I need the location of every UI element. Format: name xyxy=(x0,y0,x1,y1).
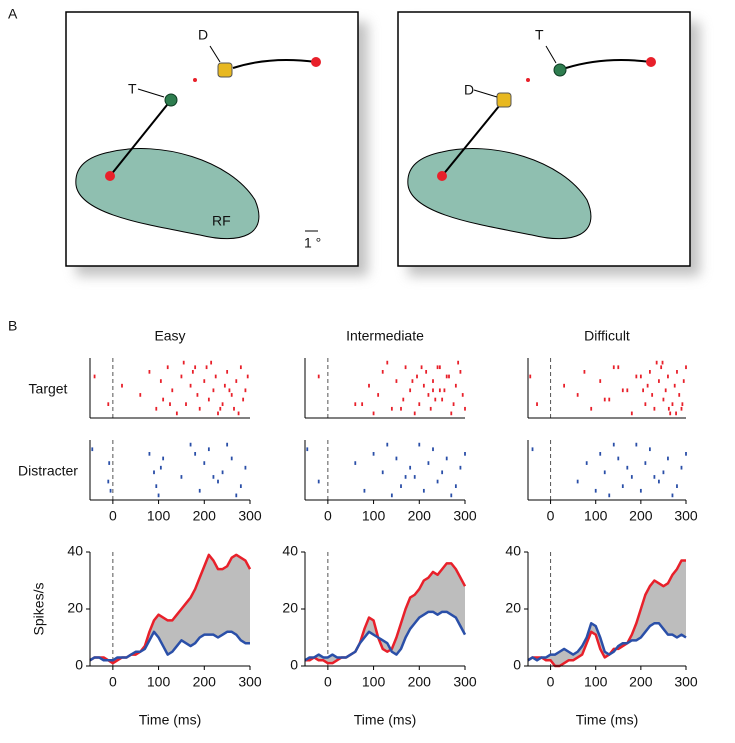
line xyxy=(89,630,250,662)
dot xyxy=(437,171,447,181)
y-tick-label: 20 xyxy=(67,600,83,616)
y-tick-label: 0 xyxy=(513,657,521,673)
x-tick-label: 100 xyxy=(362,508,386,524)
x-axis-label: Time (ms) xyxy=(576,712,638,728)
y-axis-label: Spikes/s xyxy=(31,583,47,636)
target-icon xyxy=(164,93,178,107)
saccade xyxy=(565,59,652,69)
x-tick-label: 100 xyxy=(362,674,386,690)
x-tick-label: 100 xyxy=(584,508,608,524)
dot xyxy=(105,171,115,181)
difference-area xyxy=(305,563,465,664)
line xyxy=(527,622,687,662)
dot xyxy=(646,57,656,67)
y-tick-label: 40 xyxy=(505,543,521,559)
x-tick-label: 300 xyxy=(674,674,698,690)
pointer xyxy=(473,89,498,98)
rf xyxy=(407,148,592,240)
y-tick-label: 20 xyxy=(282,600,298,616)
x-tick-label: 200 xyxy=(193,674,217,690)
fixation xyxy=(526,78,530,82)
panel-a-right: D T xyxy=(397,11,700,276)
x-tick-label: 0 xyxy=(324,674,332,690)
dot xyxy=(311,57,321,67)
x-tick-label: 200 xyxy=(629,674,653,690)
panel-label: A xyxy=(8,6,18,22)
distracter-icon xyxy=(496,92,512,108)
label: T xyxy=(128,81,137,97)
x-tick-label: 100 xyxy=(584,674,608,690)
x-axis-label: Time (ms) xyxy=(354,712,416,728)
x-tick-label: 0 xyxy=(109,674,117,690)
fixation xyxy=(193,78,197,82)
y-tick-label: 40 xyxy=(282,543,298,559)
y-tick-label: 20 xyxy=(505,600,521,616)
row-label: Distracter xyxy=(18,463,78,479)
line xyxy=(89,553,252,665)
label: T xyxy=(535,27,544,43)
difference-area xyxy=(528,560,686,666)
y-tick-label: 0 xyxy=(290,657,298,673)
x-tick-label: 300 xyxy=(238,674,262,690)
x-tick-label: 300 xyxy=(238,508,262,524)
x-axis-label: Time (ms) xyxy=(139,712,201,728)
difference-area xyxy=(90,554,250,664)
distracter-icon xyxy=(217,62,233,78)
x-tick-label: 0 xyxy=(547,674,555,690)
panel-a-left: T D RF 1 ° xyxy=(65,11,368,276)
line xyxy=(305,562,467,665)
target-icon xyxy=(553,63,567,77)
chart-title: Difficult xyxy=(584,328,630,344)
y-tick-label: 0 xyxy=(75,657,83,673)
line xyxy=(304,610,467,662)
saccade xyxy=(109,99,172,177)
x-tick-label: 100 xyxy=(147,508,171,524)
x-tick-label: 0 xyxy=(324,508,332,524)
saccade xyxy=(441,99,505,177)
x-tick-label: 200 xyxy=(629,508,653,524)
panel-label: B xyxy=(8,318,17,334)
label: D xyxy=(198,27,208,43)
row-label: Target xyxy=(29,381,68,397)
x-tick-label: 200 xyxy=(193,508,217,524)
x-tick-label: 0 xyxy=(547,508,555,524)
label: D xyxy=(464,82,474,98)
pointer xyxy=(545,45,557,64)
x-tick-label: 300 xyxy=(674,508,698,524)
x-tick-label: 200 xyxy=(408,674,432,690)
x-tick-label: 200 xyxy=(408,508,432,524)
x-tick-label: 100 xyxy=(147,674,171,690)
pointer xyxy=(209,45,221,63)
x-tick-label: 300 xyxy=(453,508,477,524)
y-tick-label: 40 xyxy=(67,543,83,559)
line xyxy=(527,559,686,668)
chart-title: Intermediate xyxy=(346,328,424,344)
scale-label: 1 ° xyxy=(304,235,321,251)
pointer xyxy=(137,88,165,98)
x-tick-label: 0 xyxy=(109,508,117,524)
x-tick-label: 300 xyxy=(453,674,477,690)
chart-title: Easy xyxy=(154,328,185,344)
label: RF xyxy=(212,213,231,229)
rf xyxy=(75,148,260,240)
saccade xyxy=(232,59,317,69)
